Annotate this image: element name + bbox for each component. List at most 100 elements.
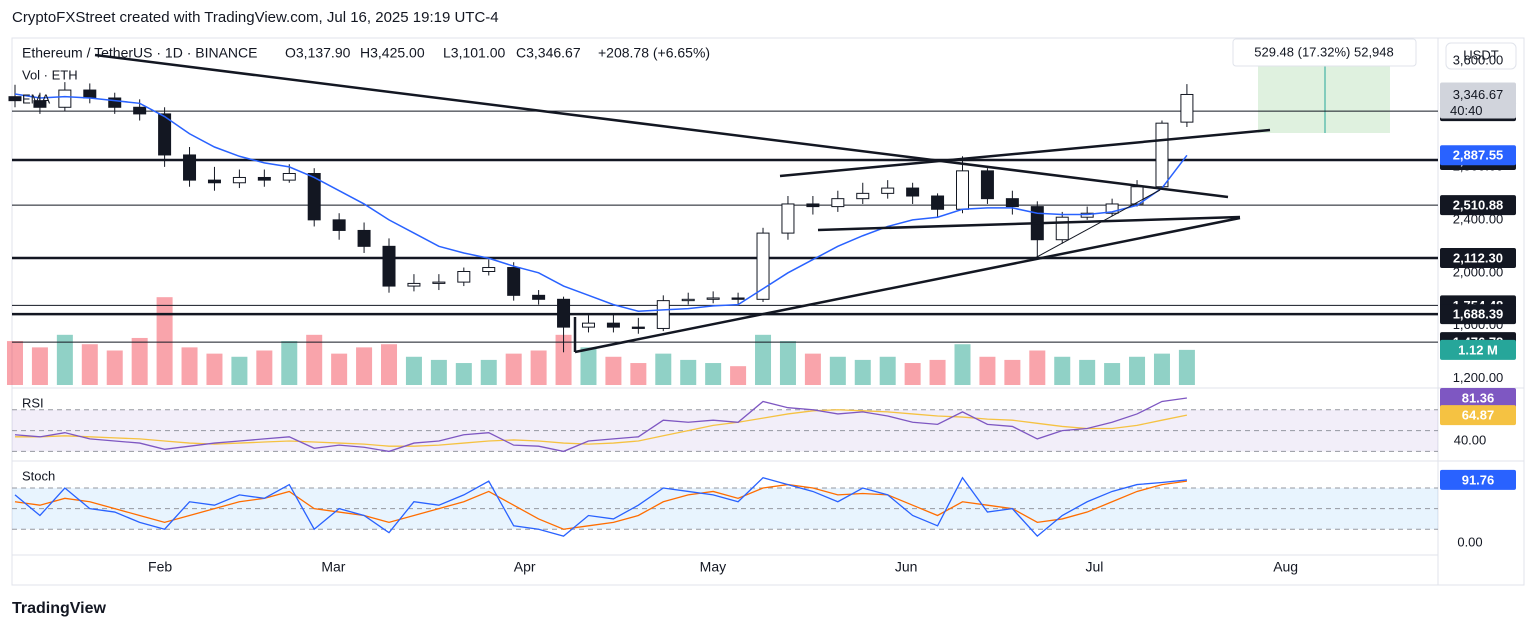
candle-body: [1055, 216, 1069, 241]
volume-bar: [505, 353, 522, 385]
ema-badge: 2,887.55: [1453, 148, 1504, 163]
ema-name: EMA: [22, 91, 51, 106]
candle-body: [731, 297, 745, 300]
trendlines: [94, 53, 1271, 354]
volume-bar: [1054, 356, 1071, 385]
candle-body: [357, 229, 371, 247]
volume-bar: [530, 350, 547, 385]
volume-bar: [231, 356, 248, 385]
ohlc-close: C3,346.67: [516, 45, 581, 61]
trendline: [574, 216, 1241, 354]
candle-body: [931, 195, 945, 210]
candle-body: [532, 294, 546, 300]
candle-body: [382, 245, 396, 287]
currency-button[interactable]: [1445, 42, 1517, 70]
candle-body: [881, 187, 895, 194]
price-badge: 3,346.67: [1453, 87, 1504, 102]
candle-body: [806, 203, 820, 208]
level-badge-bg: [1440, 304, 1516, 325]
candle-body: [282, 172, 296, 181]
volume-bar: [1129, 356, 1146, 385]
oscillator-badge-bg: [1440, 469, 1516, 490]
volume-bar: [306, 334, 323, 385]
candle-body: [457, 271, 471, 283]
volume-bar: [455, 363, 472, 385]
x-tick-label: Feb: [148, 559, 172, 575]
volume-bar: [256, 350, 273, 385]
candle-body: [656, 300, 670, 329]
volume-bar: [755, 334, 772, 385]
trendline: [94, 53, 1229, 199]
volume-bar: [405, 356, 422, 385]
candle-body: [8, 96, 22, 102]
candle-body: [781, 203, 795, 234]
volume-bar: [954, 344, 971, 385]
volume-bar: [630, 363, 647, 385]
candle-body: [1130, 186, 1144, 205]
candle-body: [1105, 203, 1119, 214]
oscillator-badge-bg: [1440, 387, 1516, 408]
candle-body: [980, 170, 994, 200]
pane-title: RSI: [22, 395, 44, 410]
currency[interactable]: USDT: [1463, 47, 1498, 62]
measure-label-box: [1232, 38, 1417, 67]
volume-bar: [31, 347, 48, 385]
candle-body: [332, 219, 346, 231]
volume-bar: [106, 350, 123, 385]
candle-body: [706, 297, 720, 300]
candle-body: [681, 298, 695, 302]
candle-body: [1155, 122, 1169, 188]
y-tick-label: 40.00: [1454, 432, 1487, 447]
x-tick-label: Jun: [895, 559, 918, 575]
y-tick-label: 0.00: [1457, 534, 1482, 549]
volume-bar: [430, 359, 447, 385]
volume-bar: [705, 363, 722, 385]
candle-body: [133, 106, 147, 115]
volume-bar: [979, 356, 996, 385]
candle-body: [831, 198, 845, 208]
oscillator-badge: 64.87: [1462, 408, 1495, 423]
candle-body: [58, 89, 72, 108]
volume-bar: [929, 359, 946, 385]
volume-bar: [206, 353, 223, 385]
volume-bar: [555, 334, 572, 385]
volume-bar: [381, 344, 398, 385]
candle-body: [756, 232, 770, 300]
volume-bar: [56, 334, 73, 385]
volume-bar: [680, 359, 697, 385]
brand: TradingView: [12, 600, 107, 617]
volume-bar: [1029, 350, 1046, 385]
volume-bar: [1104, 363, 1121, 385]
x-tick-label: Jul: [1085, 559, 1103, 575]
price-badge-bg: [1440, 82, 1516, 119]
candle-body: [606, 322, 620, 328]
candle-body: [482, 267, 496, 273]
x-tick-label: Mar: [321, 559, 345, 575]
oscillator-badge-bg: [1440, 405, 1516, 426]
volume-bar: [181, 347, 198, 385]
level-badge: 2,510.88: [1453, 198, 1504, 213]
candle-body: [557, 298, 571, 328]
volume-bar: [1153, 353, 1170, 385]
symbol: Ethereum / TetherUS · 1D · BINANCE: [22, 45, 257, 61]
volume-bar: [1079, 359, 1096, 385]
ema-badge-bg: [1440, 145, 1516, 166]
candle-body: [906, 187, 920, 197]
candle-body: [856, 192, 870, 200]
x-tick-label: May: [700, 559, 726, 575]
candle-body: [507, 267, 521, 296]
volume-bar: [1178, 349, 1195, 385]
volume-bar: [605, 356, 622, 385]
candle-body: [1180, 93, 1194, 123]
frame: [11, 37, 1525, 586]
candle-body: [407, 282, 421, 287]
candle-body: [33, 100, 47, 108]
ohlc-change: +208.78 (+6.65%): [598, 45, 710, 61]
candle-body: [207, 179, 221, 184]
x-tick-label: Apr: [514, 559, 536, 575]
volume-bar: [655, 353, 672, 385]
oscillator-line: [14, 480, 1187, 530]
x-tick-label: Aug: [1273, 559, 1298, 575]
y-tick-label: 3,600.00: [1453, 52, 1504, 67]
